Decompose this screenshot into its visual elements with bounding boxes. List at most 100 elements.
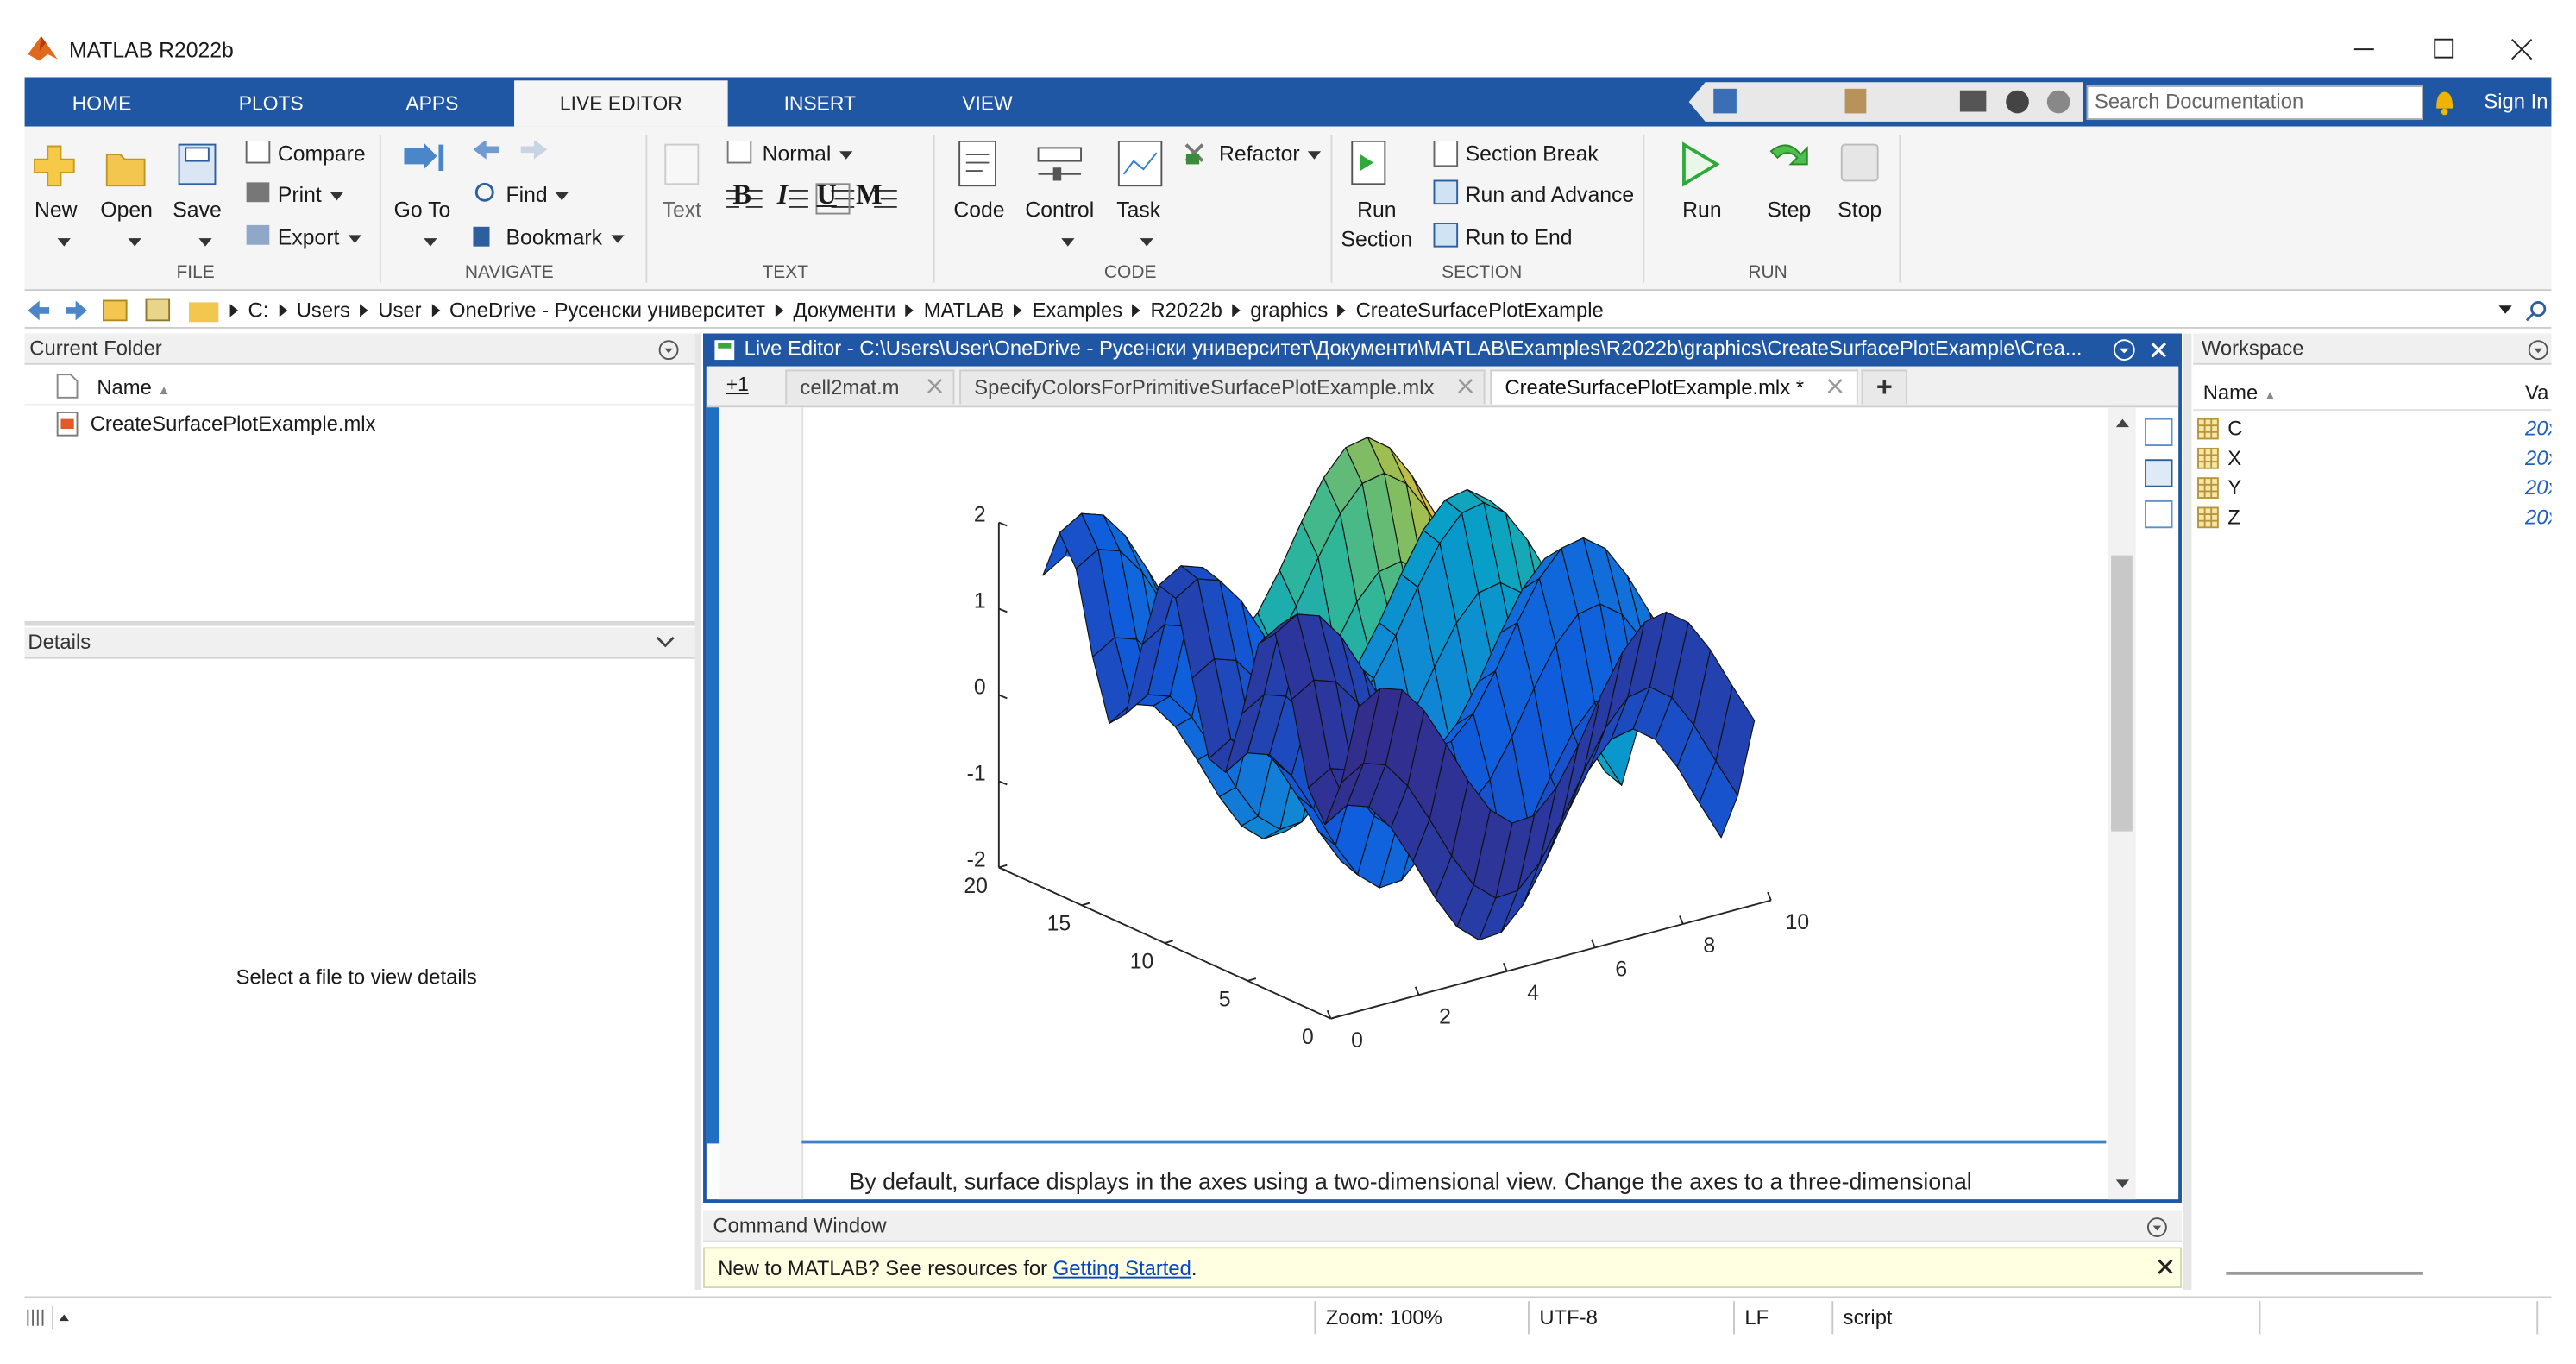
ribbon-tab-active[interactable]: LIVE EDITOR xyxy=(559,91,682,116)
control-button[interactable]: Control xyxy=(1025,197,1095,223)
editor-title-actions[interactable] xyxy=(2111,336,2177,362)
ui-part xyxy=(404,142,437,170)
editor-tab-active[interactable]: CreateSurfacePlotExample.mlx * xyxy=(1490,369,1858,405)
close-notice[interactable] xyxy=(2155,1257,2175,1277)
find-button[interactable]: Find xyxy=(506,182,569,207)
variable-value: 20x xyxy=(2524,417,2551,441)
ui-part xyxy=(1117,141,1163,187)
underline-button[interactable]: U xyxy=(816,179,837,211)
scroll-thumb[interactable] xyxy=(2111,555,2133,832)
label: Run xyxy=(1357,197,1397,223)
label: cell2mat.m xyxy=(800,376,900,399)
icon-shape xyxy=(2198,418,2218,439)
ribbon-tab[interactable]: INSERT xyxy=(783,91,856,116)
add-tab[interactable]: + xyxy=(1861,369,1907,405)
ribbon-tab[interactable]: APPS xyxy=(405,91,459,116)
icon-shape xyxy=(2198,507,2218,528)
crumb[interactable]: Документи xyxy=(793,299,896,323)
address-actions[interactable] xyxy=(2494,299,2554,323)
crumb[interactable]: Users xyxy=(296,299,350,323)
panel-menu[interactable] xyxy=(2527,338,2550,361)
bold-button[interactable]: B xyxy=(732,179,751,211)
variable-name[interactable]: Z xyxy=(2227,506,2240,530)
getting-started-link[interactable]: Getting Started xyxy=(1052,1256,1191,1280)
section-badge[interactable]: +1 xyxy=(726,373,749,396)
sign-in[interactable]: Sign In xyxy=(2484,90,2548,114)
notification-bell[interactable] xyxy=(2431,85,2457,118)
refactor-button[interactable]: Refactor xyxy=(1219,141,1322,166)
file-item[interactable]: CreateSurfacePlotExample.mlx xyxy=(90,412,376,436)
h-scrollbar[interactable] xyxy=(2226,1271,2423,1275)
address-bar[interactable]: C: Users User OneDrive - Русенски университ… xyxy=(229,296,1614,325)
step-button[interactable]: Step xyxy=(1767,197,1812,223)
column-header[interactable]: Name ▲ xyxy=(2203,381,2277,405)
ui-part xyxy=(1053,230,1075,254)
column-icon xyxy=(56,374,79,399)
run-and-advance-button[interactable]: Run and Advance xyxy=(1465,182,1635,207)
splitter[interactable] xyxy=(2183,333,2192,1290)
icon-shape xyxy=(2197,418,2219,440)
new-button[interactable]: New xyxy=(34,197,78,223)
run-section-button[interactable]: Run Section xyxy=(1341,198,1413,252)
variable-name[interactable]: C xyxy=(2227,417,2243,441)
collapse-chevron[interactable] xyxy=(654,634,677,651)
crumb[interactable]: R2022b xyxy=(1150,299,1222,323)
crumb[interactable]: OneDrive - Русенски университет xyxy=(449,299,766,323)
save-button[interactable]: Save xyxy=(173,197,222,223)
stop-button[interactable]: Stop xyxy=(1838,197,1882,223)
gutter xyxy=(719,407,804,1200)
tab-close-icons[interactable] xyxy=(925,376,1844,396)
ribbon-tab[interactable]: HOME xyxy=(72,91,132,116)
icon-shape xyxy=(2197,506,2219,529)
crumb[interactable]: graphics xyxy=(1250,299,1329,323)
run-button[interactable]: Run xyxy=(1682,197,1722,223)
ui-part xyxy=(726,141,752,164)
quick-access-toolbar[interactable] xyxy=(1688,80,2083,123)
editor-tab[interactable]: cell2mat.m xyxy=(785,369,955,405)
ui-part xyxy=(128,238,141,248)
run-to-end-button[interactable]: Run to End xyxy=(1465,224,1573,250)
crumb[interactable]: Examples xyxy=(1032,299,1123,323)
editor-tab[interactable]: SpecifyColorsForPrimitiveSurfacePlotExam… xyxy=(959,369,1486,405)
x-tick-label: 0 xyxy=(1351,1029,1363,1053)
monospace-button[interactable]: M xyxy=(856,179,883,211)
search-box[interactable]: Search Documentation xyxy=(2086,85,2423,121)
splitter[interactable] xyxy=(24,620,695,626)
getting-started-notice: New to MATLAB? See resources for Getting… xyxy=(703,1247,2182,1289)
bookmark-button[interactable]: Bookmark xyxy=(506,225,624,249)
variable-name[interactable]: X xyxy=(2227,446,2242,470)
ui-part xyxy=(1433,223,1459,248)
column-header[interactable]: Va xyxy=(2524,380,2549,405)
panel-menu[interactable] xyxy=(2146,1216,2169,1239)
print-button[interactable]: Print xyxy=(278,182,343,207)
splitter[interactable] xyxy=(694,333,702,1290)
text-button[interactable]: Text xyxy=(662,197,702,223)
ribbon-tab[interactable]: PLOTS xyxy=(238,91,304,116)
scroll-arrows[interactable] xyxy=(2111,414,2177,1196)
address-nav-icons[interactable] xyxy=(25,296,230,325)
crumb-separator xyxy=(360,304,368,317)
ui-part xyxy=(2046,90,2070,114)
task-button[interactable]: Task xyxy=(1116,197,1161,223)
crumb[interactable]: User xyxy=(378,299,422,323)
group-label: FILE xyxy=(176,262,215,283)
code-button[interactable]: Code xyxy=(953,197,1005,223)
status-grip[interactable] xyxy=(26,1305,72,1329)
y-tick xyxy=(1164,940,1173,945)
window-controls[interactable] xyxy=(2341,29,2555,69)
crumb[interactable]: CreateSurfacePlotExample xyxy=(1355,299,1604,323)
open-button[interactable]: Open xyxy=(100,197,153,223)
column-header[interactable]: Name ▲ xyxy=(97,376,170,399)
go-to-button[interactable]: Go To xyxy=(393,197,451,223)
variable-name[interactable]: Y xyxy=(2227,476,2242,500)
italic-button[interactable]: I xyxy=(776,179,789,211)
style-dropdown[interactable]: Normal xyxy=(763,141,853,166)
section-break-button[interactable]: Section Break xyxy=(1465,141,1599,167)
crumb[interactable]: C: xyxy=(248,299,269,323)
compare-button[interactable]: Compare xyxy=(278,141,366,167)
crumb[interactable]: MATLAB xyxy=(923,299,1005,323)
ribbon-tab[interactable]: VIEW xyxy=(962,91,1013,116)
panel-menu[interactable] xyxy=(657,338,681,361)
ui-part xyxy=(473,141,499,160)
export-button[interactable]: Export xyxy=(278,225,361,249)
